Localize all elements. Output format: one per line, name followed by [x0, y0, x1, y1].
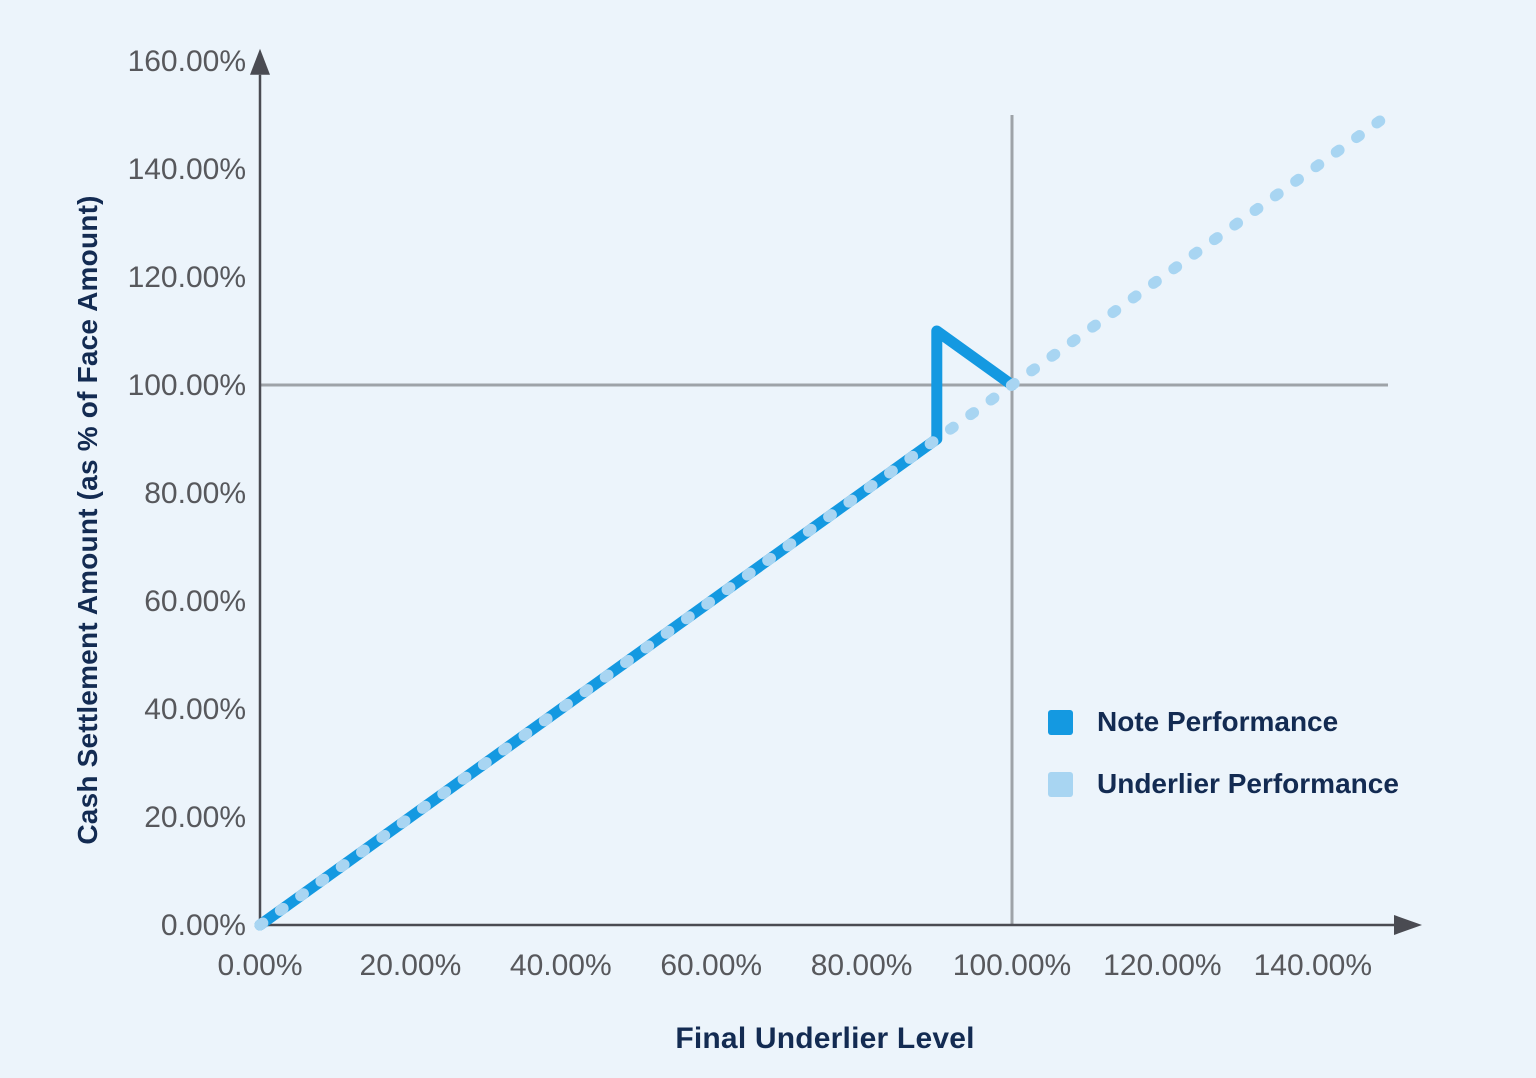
y-tick-label: 140.00% [128, 153, 246, 186]
x-tick-label: 40.00% [510, 949, 612, 982]
y-tick-label: 100.00% [128, 369, 246, 402]
y-tick-label: 120.00% [128, 261, 246, 294]
y-axis-title: Cash Settlement Amount (as % of Face Amo… [72, 195, 103, 845]
x-tick-label: 0.00% [217, 949, 302, 982]
x-axis-title: Final Underlier Level [675, 1022, 975, 1055]
x-axis-arrow-icon [1394, 915, 1422, 935]
y-tick-label: 20.00% [144, 801, 246, 834]
legend-item-underlier-performance: Underlier Performance [1048, 768, 1399, 800]
x-tick-label: 80.00% [811, 949, 913, 982]
y-tick-label: 80.00% [144, 477, 246, 510]
x-tick-label: 120.00% [1103, 949, 1221, 982]
note-performance-swatch-icon [1048, 709, 1073, 735]
x-tick-label: 60.00% [660, 949, 762, 982]
y-tick-label: 160.00% [128, 45, 246, 78]
y-tick-label: 0.00% [161, 909, 246, 942]
legend-label-note-performance: Note Performance [1097, 706, 1339, 737]
legend-item-note-performance: Note Performance [1048, 706, 1399, 738]
x-tick-label: 20.00% [360, 949, 462, 982]
y-tick-label: 60.00% [144, 585, 246, 618]
legend-label-underlier-performance: Underlier Performance [1097, 768, 1399, 799]
series-underlier-performance [254, 114, 1386, 931]
legend: Note Performance Underlier Performance [1048, 706, 1399, 800]
y-tick-label: 40.00% [144, 693, 246, 726]
x-tick-labels: 0.00% 20.00% 40.00% 60.00% 80.00% 100.00% 120.… [217, 949, 1372, 982]
underlier-performance-swatch-icon [1048, 771, 1073, 797]
x-tick-label: 140.00% [1254, 949, 1372, 982]
y-axis-arrow-icon [250, 48, 270, 75]
y-tick-labels: 0.00% 20.00% 40.00% 60.00% 80.00% 100.00% 120.… [128, 45, 246, 942]
x-tick-label: 100.00% [953, 949, 1071, 982]
series-note-performance [254, 325, 1018, 931]
